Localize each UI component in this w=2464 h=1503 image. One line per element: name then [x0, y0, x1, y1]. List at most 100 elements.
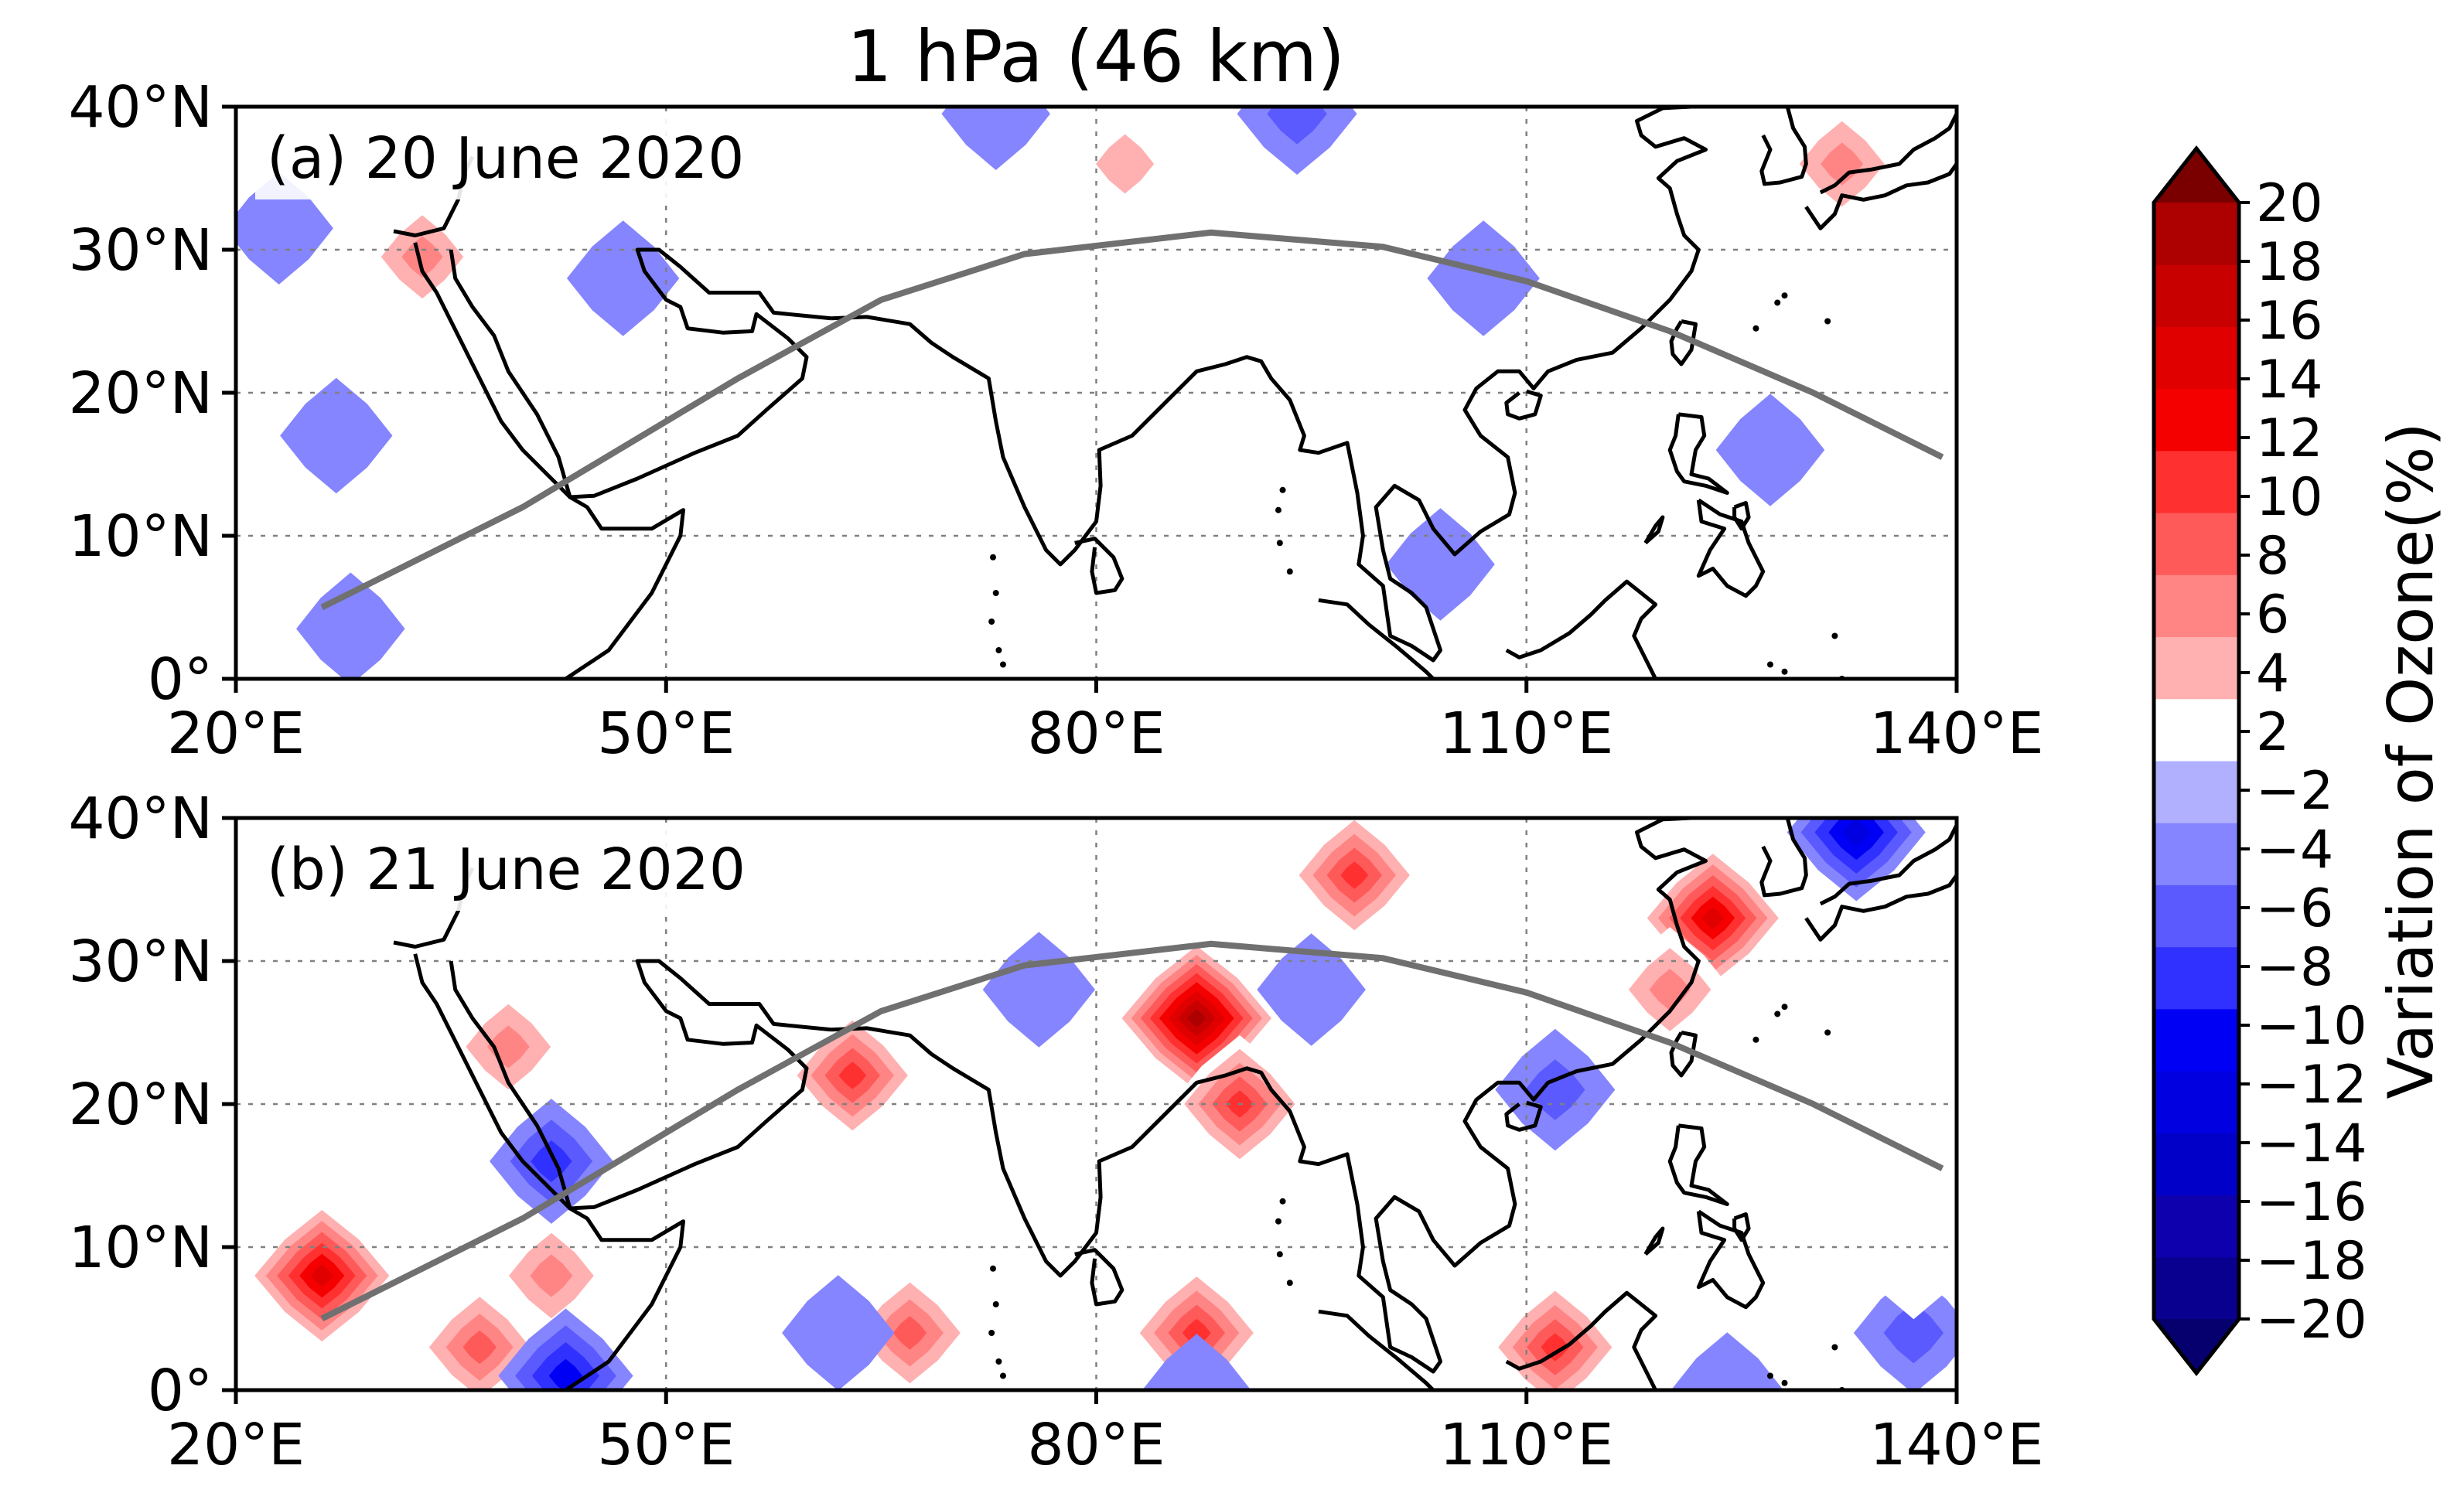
panel-a-label: (a) 20 June 2020 [267, 125, 744, 192]
colorbar-cell [2154, 823, 2239, 885]
island-dot [1279, 486, 1286, 493]
island-dot [990, 1265, 996, 1272]
anomaly-contour-level [462, 1330, 497, 1365]
anomaly-positive [783, 1007, 922, 1144]
colorbar-tick-label: 4 [2256, 643, 2289, 704]
y-tick-label: 30°N [68, 929, 213, 995]
anomaly-contour-level [530, 1254, 573, 1297]
colorbar-cell [2154, 388, 2239, 452]
anomaly-negative [280, 377, 393, 494]
coastline [1759, 818, 1808, 898]
colorbar-tick-label: −20 [2256, 1290, 2367, 1351]
island-dot [1781, 668, 1788, 675]
island-dot [1781, 1379, 1788, 1386]
anomaly-contour-level [1340, 861, 1369, 889]
colorbar-label: Variation of Ozone(%) [2375, 422, 2447, 1099]
coastline [831, 818, 1708, 1374]
anomaly-contour-level [669, 594, 778, 679]
coastline [1667, 412, 1729, 495]
island-dot [999, 1372, 1006, 1379]
colorbar-tick-label: −18 [2256, 1231, 2367, 1292]
anomaly-contour-level [1842, 818, 1871, 847]
y-tick-label: 40°N [68, 786, 213, 852]
x-tick-label: 80°E [1028, 1412, 1165, 1478]
anomaly-contour-level [1142, 1334, 1251, 1390]
anomaly-positive [941, 818, 1050, 874]
coastline [1505, 1290, 1658, 1390]
colorbar-cell [2154, 450, 2239, 513]
colorbar-tick-label: −4 [2256, 820, 2333, 881]
colorbar-tick-label: −16 [2256, 1172, 2367, 1233]
colorbar-cell [2154, 513, 2239, 575]
x-tick-label: 20°E [167, 1412, 305, 1478]
anomaly-negative [782, 1275, 895, 1390]
coastline [1504, 1100, 1543, 1132]
anomaly-contour-level [1715, 394, 1825, 506]
island-dot [1781, 1004, 1788, 1011]
colorbar-min-extension [2154, 1319, 2239, 1373]
anomaly-negative [1237, 107, 1357, 176]
island-dot [1286, 568, 1293, 575]
panel-b-coastlines [393, 818, 1957, 1390]
island-dot [1766, 1372, 1773, 1379]
y-tick-label: 10°N [68, 503, 213, 570]
colorbar-tick-label: −2 [2256, 761, 2333, 822]
colorbar-tick-label: −12 [2256, 1055, 2367, 1116]
island-dot [1752, 325, 1759, 332]
anomaly-negative [490, 1099, 613, 1224]
x-tick-label: 110°E [1439, 700, 1613, 767]
anomaly-positive [1415, 107, 1524, 185]
colorbar-tick-label: 12 [2256, 408, 2323, 469]
panel-a: (a) 20 June 2020 20°E 50°E 80°E 110°E 140°E 0… [68, 74, 2043, 767]
coastline [1074, 1248, 1124, 1307]
anomaly-contour-level [1267, 107, 1327, 145]
coastline [1819, 113, 1957, 195]
anomaly-positive [360, 194, 484, 320]
y-tick-label: 20°N [68, 360, 213, 427]
anomaly-contour-level [838, 1062, 867, 1089]
anomaly-negative [1671, 1332, 1784, 1390]
island-dot [999, 661, 1006, 668]
island-dot [1752, 1036, 1759, 1043]
y-tick-label: 10°N [68, 1215, 213, 1281]
coastline [1643, 1226, 1665, 1256]
x-tick-label: 20°E [167, 700, 305, 767]
coastline [1504, 389, 1543, 421]
coastline [1505, 579, 1658, 679]
colorbar-max-extension [2154, 148, 2239, 203]
anomaly-positive [1857, 1203, 1957, 1320]
colorbar-tick-label: 20 [2256, 173, 2323, 234]
anomaly-contour-level [941, 818, 1050, 874]
colorbar-cell [2154, 574, 2239, 638]
colorbar-cells [2154, 203, 2239, 1320]
island-dot [1831, 1344, 1838, 1351]
island-dot [1766, 661, 1773, 668]
coastline [1804, 107, 1957, 230]
anomaly-contour-level [955, 207, 1065, 321]
anomaly-positive [1771, 213, 1884, 329]
anomaly-contour-level [310, 1264, 333, 1287]
y-tick-label: 0° [148, 1358, 213, 1424]
coastline [1318, 1309, 1436, 1390]
island-dot [990, 554, 996, 561]
panel-a-label-box [255, 116, 789, 199]
anomaly-contour-level [531, 1140, 572, 1182]
colorbar-cell [2154, 698, 2239, 762]
anomaly-negative [236, 172, 333, 285]
anomaly-positive [487, 1212, 616, 1340]
island-dot [1275, 506, 1281, 513]
colorbar-tick-label: −10 [2256, 996, 2367, 1057]
figure-title: 1 hPa (46 km) [847, 15, 1345, 98]
anomaly-contour-level [1187, 1009, 1206, 1028]
colorbar-cell [2154, 636, 2239, 700]
x-tick-label: 110°E [1439, 1412, 1613, 1478]
anomaly-contour-level [1329, 608, 1438, 679]
colorbar-tick-label: 18 [2256, 232, 2323, 293]
colorbar-cell [2154, 203, 2239, 265]
anomaly-contour-level [1771, 213, 1884, 329]
island-dot [1774, 299, 1781, 306]
colorbar-cell [2154, 1008, 2239, 1072]
anomaly-positive [842, 1266, 978, 1390]
x-tick-label: 80°E [1028, 700, 1165, 767]
y-tick-label: 0° [148, 646, 213, 713]
